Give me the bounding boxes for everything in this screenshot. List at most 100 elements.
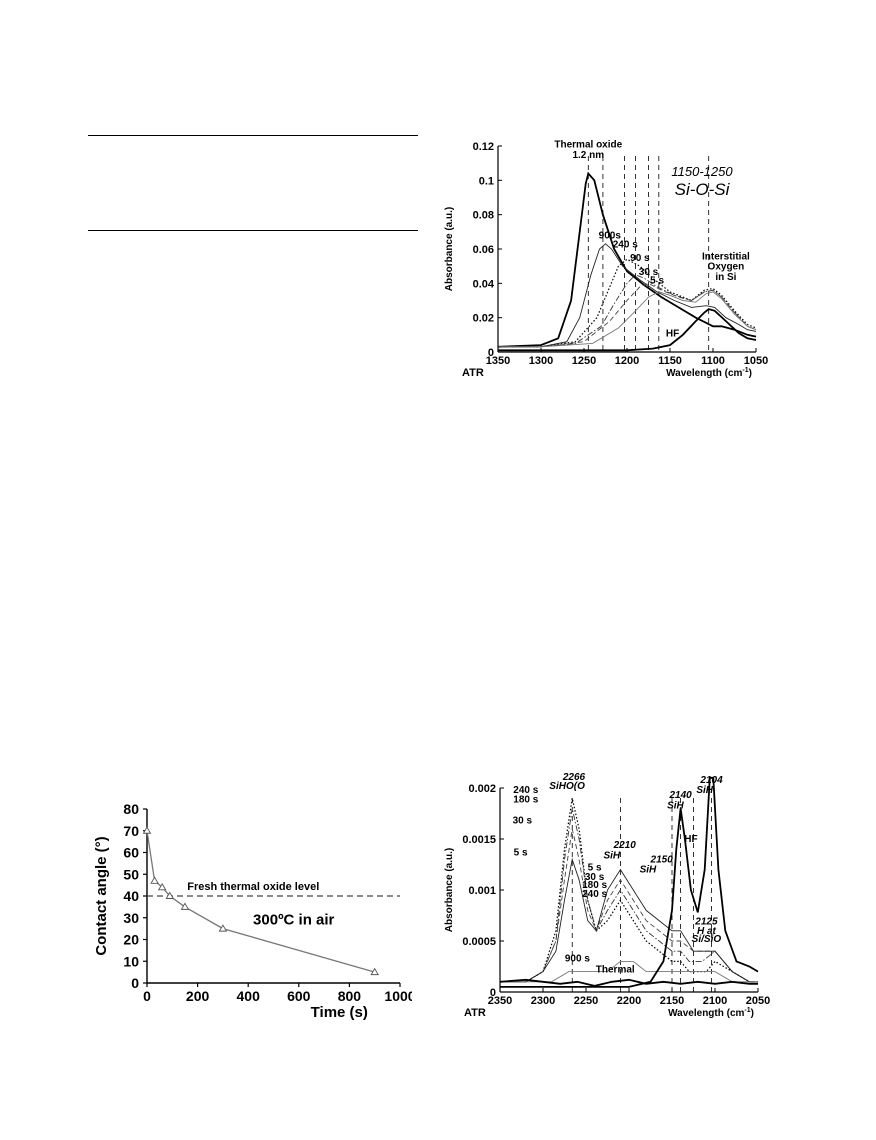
chart3-series-5 <box>499 978 758 987</box>
chart3-series-0 <box>500 798 758 983</box>
chart3-annotation-5: SiH <box>640 865 657 876</box>
chart1-annotation-10: in Si <box>715 272 736 283</box>
chart3-x-tick-label-2: 2250 <box>574 995 598 1007</box>
chart2-point-6 <box>370 967 379 976</box>
chart3-annotation-9: SiH <box>696 785 713 796</box>
chart1-x-tick-label-0: 1350 <box>486 355 510 367</box>
contact-angle-chart-svg: 0 200 400 600 800 1000 0 10 20 30 40 50 60 70 80 Fresh … <box>93 801 416 1021</box>
chart3-x-tick-label-6: 2050 <box>746 995 770 1007</box>
chart1-y-tick-label-1: 0.02 <box>473 313 494 325</box>
chart2-point-0 <box>142 826 152 834</box>
chart1-y-tick-label-2: 0.04 <box>473 278 495 290</box>
chart1-annotation-9: Oxygen <box>708 262 745 273</box>
chart3-x-label: Wavelength (cm-1) <box>668 1007 754 1019</box>
chart3-annotation-21: 240 s <box>582 889 607 900</box>
chart1-annotation-2: 900s <box>599 231 622 242</box>
chart2-y-tick-label-2: 20 <box>123 932 139 948</box>
chart3-corner-label: ATR <box>464 1007 486 1019</box>
chart3-annotation-16: 30 s <box>513 816 533 827</box>
si-h-chart-svg: 2350 2300 2250 2200 2150 2100 2050 0 0.0005 0.001… <box>444 772 770 1019</box>
chart3-y-tick-label-4: 0.002 <box>468 783 496 795</box>
chart1-series-3 <box>498 274 757 348</box>
chart1-title: 1150-1250 <box>671 164 733 179</box>
chart3-series-6 <box>500 776 759 988</box>
chart2-y-tick-label-4: 40 <box>123 888 139 904</box>
si-o-si-chart: 1350 1300 1250 1200 1150 1100 1050 0 0.02 0.04 0.0… <box>440 130 770 385</box>
chart2-point-5 <box>218 924 228 932</box>
chart3-annotation-4: 2150 <box>650 854 674 865</box>
chart3-y-tick-label-2: 0.001 <box>468 885 496 897</box>
contact-angle-chart: 0 200 400 600 800 1000 0 10 20 30 40 50 60 70 80 Fresh … <box>92 795 416 1030</box>
chart2-x-tick-label-4: 800 <box>338 988 362 1004</box>
chart2-point-1 <box>150 876 159 884</box>
chart2-y-tick-label-6: 60 <box>123 845 139 861</box>
chart3-annotation-0: 2266 <box>562 772 586 783</box>
chart2-y-tick-label-3: 30 <box>123 910 139 926</box>
chart3-annotation-19: 30 s <box>585 872 605 883</box>
chart3-annotation-12: H at <box>697 926 717 937</box>
chart2-x-label: Time (s) <box>311 1004 368 1021</box>
chart3-annotation-23: Thermal <box>596 965 635 976</box>
chart3-annotation-2: 2210 <box>613 840 637 851</box>
chart1-y-label: Absorbance (a.u.) <box>444 207 455 291</box>
chart2-annotation: 300ºC in air <box>253 911 335 928</box>
chart1-series-1 <box>498 243 757 348</box>
chart2-x-tick-label-2: 400 <box>237 988 261 1004</box>
chart1-x-tick-label-1: 1300 <box>529 355 553 367</box>
chart3-y-tick-label-1: 0.0005 <box>462 936 496 948</box>
chart1-annotation-1: 1.2 nm <box>572 150 604 161</box>
si-o-si-chart-svg: 1350 1300 1250 1200 1150 1100 1050 0 0.02 0.04 0.0… <box>444 140 768 379</box>
chart2-point-3 <box>165 891 175 899</box>
chart1-x-label: Wavelength (cm-1) <box>666 367 752 379</box>
chart1-x-tick-label-5: 1100 <box>701 355 725 367</box>
chart2-x-tick-label-0: 0 <box>143 988 151 1004</box>
chart3-annotation-11: 2125 <box>694 917 718 928</box>
chart3-annotation-20: 180 s <box>582 880 607 891</box>
chart1-x-tick-label-2: 1250 <box>572 355 596 367</box>
chart2-y-tick-label-8: 80 <box>123 801 139 817</box>
chart2-x-tick-label-5: 1000 <box>384 988 412 1004</box>
chart2-x-tick-label-3: 600 <box>287 988 311 1004</box>
chart3-series-1 <box>500 808 758 983</box>
chart1-x-tick-label-6: 1050 <box>744 355 768 367</box>
chart2-reference-label: Fresh thermal oxide level <box>187 881 319 893</box>
chart1-y-tick-label-4: 0.08 <box>473 210 494 222</box>
chart3-annotation-1: SiHO(O <box>549 781 585 792</box>
chart1-annotation-8: Interstitial <box>702 251 750 262</box>
chart3-x-tick-label-5: 2100 <box>703 995 727 1007</box>
chart3-x-tick-label-4: 2150 <box>660 995 684 1007</box>
chart1-subtitle: Si-O-Si <box>675 180 731 199</box>
chart1-series-5 <box>498 291 757 348</box>
chart2-y-tick-label-1: 10 <box>123 953 139 969</box>
chart1-x-tick-label-3: 1200 <box>615 355 639 367</box>
chart1-series-6 <box>498 308 757 352</box>
chart3-x-tick-label-1: 2300 <box>531 995 555 1007</box>
chart3-annotation-8: 2104 <box>699 775 723 786</box>
table-rule-bottom <box>88 230 418 231</box>
chart2-y-tick-label-7: 70 <box>123 823 139 839</box>
chart2-point-4 <box>180 902 190 910</box>
chart3-annotation-14: 240 s <box>513 785 538 796</box>
chart1-series-2 <box>498 258 757 348</box>
chart1-annotation-7: HF <box>666 329 679 340</box>
chart3-x-tick-label-3: 2200 <box>617 995 641 1007</box>
chart3-annotation-18: 5 s <box>588 863 602 874</box>
chart3-annotation-22: 900 s <box>565 953 590 964</box>
chart1-annotation-3: 240 s <box>613 239 638 250</box>
chart1-corner-label: ATR <box>462 367 484 379</box>
table-rule-top <box>88 135 418 136</box>
chart3-annotation-17: 5 s <box>514 847 528 858</box>
chart3-series-3 <box>500 857 758 983</box>
chart3-y-tick-label-3: 0.0015 <box>462 834 496 846</box>
chart3-y-label: Absorbance (a.u.) <box>444 848 455 932</box>
chart3-annotation-6: 2140 <box>668 790 692 801</box>
chart2-y-tick-label-0: 0 <box>131 975 139 991</box>
chart1-y-tick-label-0: 0 <box>488 347 494 359</box>
chart3-series-4 <box>500 960 758 983</box>
chart1-annotation-4: 90 s <box>630 253 650 264</box>
chart3-x-tick-label-0: 2350 <box>488 995 512 1007</box>
chart2-y-tick-label-5: 50 <box>123 866 139 882</box>
chart1-y-tick-label-6: 0.12 <box>473 141 494 153</box>
chart1-y-tick-label-3: 0.06 <box>473 244 494 256</box>
chart3-y-tick-label-0: 0 <box>490 987 496 999</box>
